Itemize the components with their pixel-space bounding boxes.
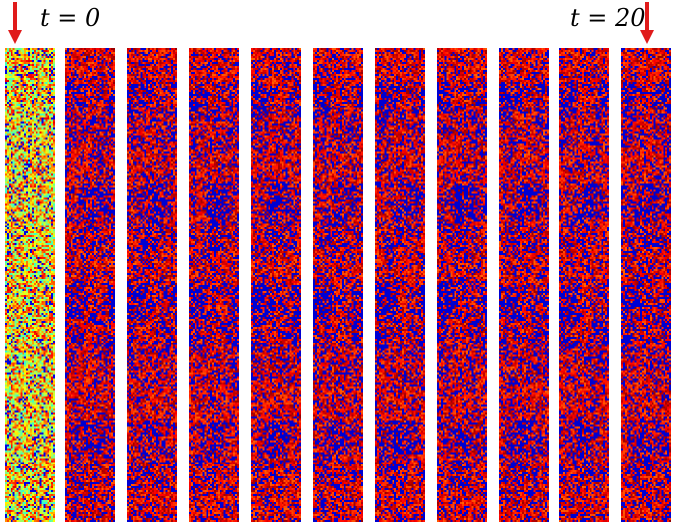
heatmap-canvas xyxy=(559,48,609,522)
heatmap-canvas xyxy=(313,48,363,522)
heatmap-canvas xyxy=(5,48,55,522)
heatmap-canvas xyxy=(251,48,301,522)
heatmap-canvas xyxy=(621,48,671,522)
heatmap-strip xyxy=(436,47,488,523)
heatmap-strip xyxy=(126,47,178,523)
heatmap-canvas xyxy=(65,48,115,522)
heatmap-strip xyxy=(374,47,426,523)
heatmap-strip xyxy=(312,47,364,523)
heatmap-strip xyxy=(620,47,672,523)
heatmap-canvas xyxy=(127,48,177,522)
heatmap-canvas xyxy=(375,48,425,522)
start-arrow-shaft xyxy=(13,2,17,32)
heatmap-strip xyxy=(4,47,56,523)
heatmap-canvas xyxy=(437,48,487,522)
start-time-label: t = 0 xyxy=(40,4,101,32)
heatmap-strip xyxy=(558,47,610,523)
heatmap-strip xyxy=(188,47,240,523)
heatmap-strip xyxy=(64,47,116,523)
end-arrow-head xyxy=(640,30,654,44)
heatmap-strip xyxy=(250,47,302,523)
heatmap-canvas xyxy=(499,48,549,522)
heatmap-canvas xyxy=(189,48,239,522)
heatmap-strip xyxy=(498,47,550,523)
end-arrow-icon xyxy=(640,2,654,44)
end-time-label: t = 20 xyxy=(570,4,646,32)
end-arrow-shaft xyxy=(645,2,649,32)
start-arrow-icon xyxy=(8,2,22,44)
start-arrow-head xyxy=(8,30,22,44)
